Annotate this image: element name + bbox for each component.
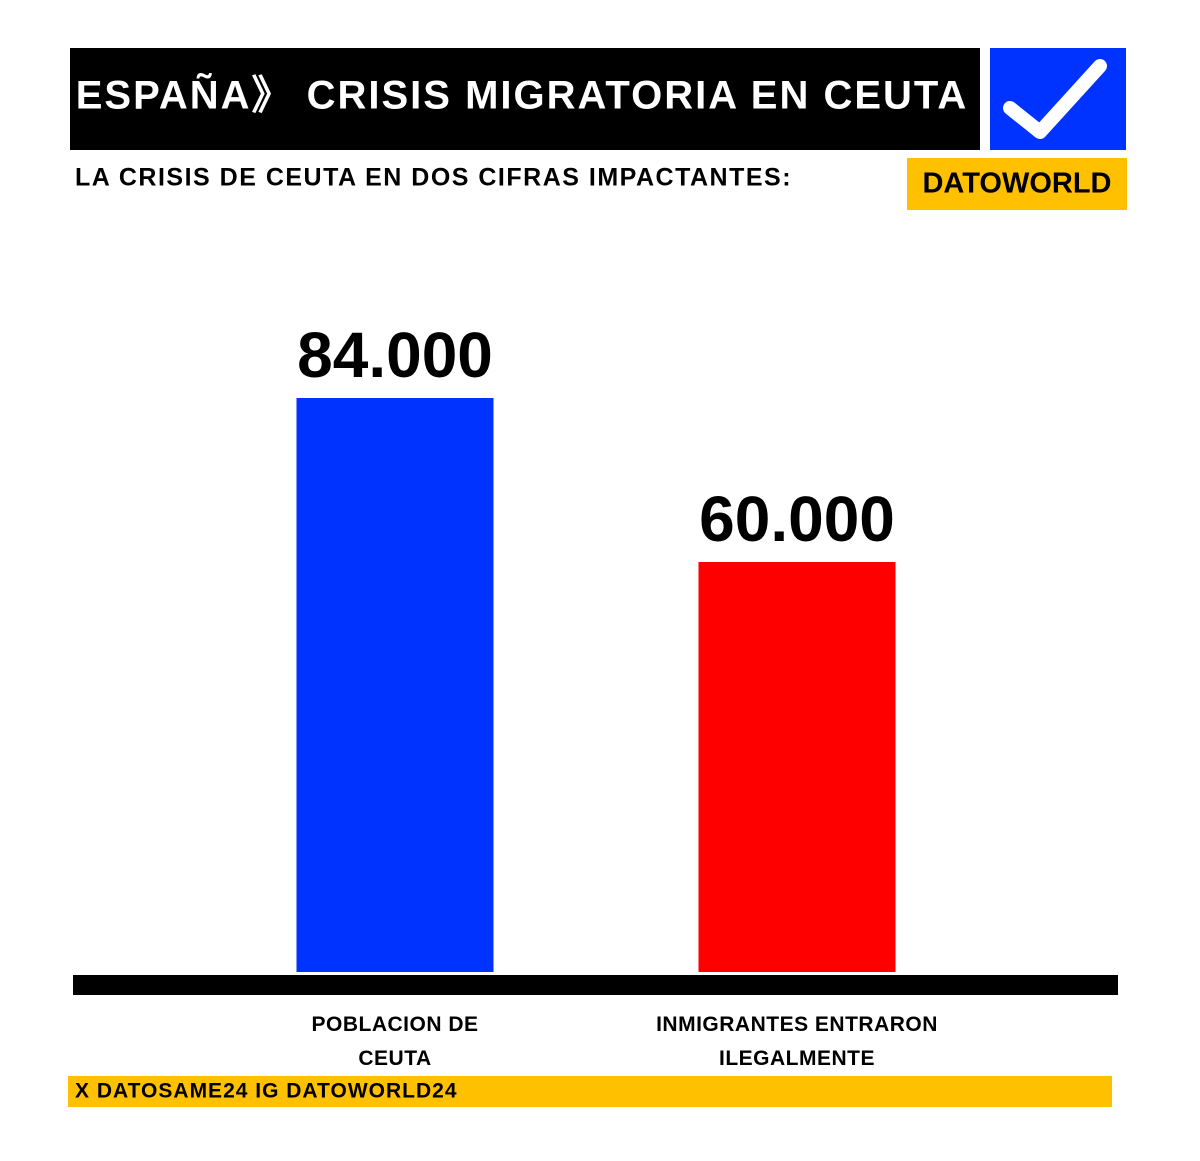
bar <box>698 562 896 972</box>
chart-title: ESPAÑA》 CRISIS MIGRATORIA EN CEUTA <box>76 72 969 118</box>
baseline <box>73 975 1118 995</box>
x-tick-label: POBLACION DE CEUTA <box>311 1013 479 1070</box>
title-box <box>70 48 980 150</box>
x-tick-label: INMIGRANTES ENTRARON ILEGALMENTE <box>656 1013 938 1070</box>
footer-box <box>68 1076 1112 1107</box>
footer: X DATOSAME24 IG DATOWORLD24 <box>75 1080 458 1103</box>
value-label: 60.000 <box>699 483 895 555</box>
check-icon <box>1003 59 1107 139</box>
chart-subtitle: LA CRISIS DE CEUTA EN DOS CIFRAS IMPACTA… <box>75 164 792 192</box>
brand-box <box>907 158 1127 210</box>
brand: DATOWORLD <box>922 168 1111 200</box>
value-label: 84.000 <box>297 319 493 391</box>
bar <box>296 398 494 972</box>
